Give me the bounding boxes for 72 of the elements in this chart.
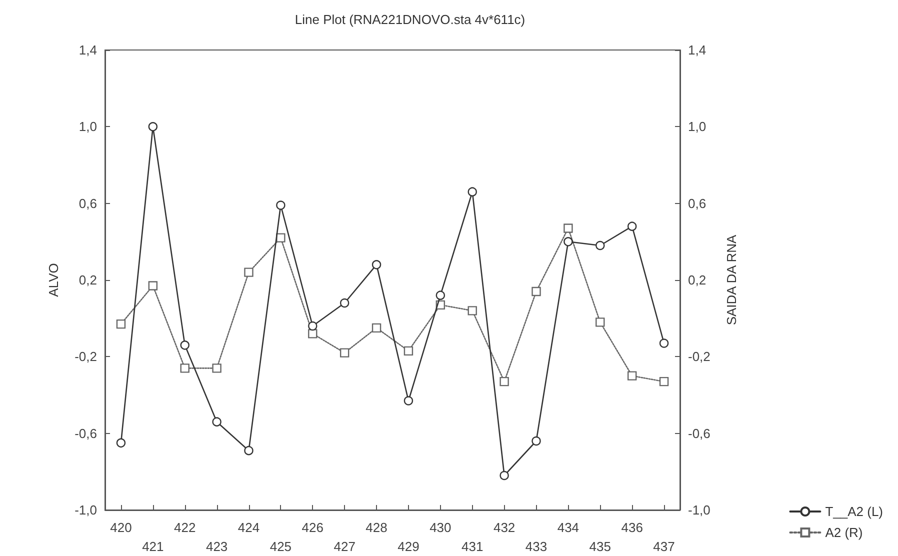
y2-tick-label: -1,0 xyxy=(688,502,710,518)
x-tick-label: 424 xyxy=(238,520,260,535)
point xyxy=(532,436,541,446)
point xyxy=(468,187,477,196)
y2-axis-title: SAIDA DA RNA xyxy=(724,234,739,326)
y2-tick-label: 1,4 xyxy=(688,42,706,58)
point xyxy=(244,268,254,277)
x-tick-label: 433 xyxy=(525,539,548,554)
y2-tick-label: 0,2 xyxy=(688,272,706,288)
point xyxy=(276,233,286,242)
point xyxy=(148,122,158,132)
point xyxy=(180,340,190,350)
y-tick-label: -1,0 xyxy=(74,502,97,518)
y-tick-label: 1,0 xyxy=(78,119,97,134)
x-tick-label: 425 xyxy=(270,539,292,554)
point xyxy=(627,222,637,231)
point xyxy=(436,290,446,300)
point xyxy=(564,237,573,246)
point xyxy=(148,281,158,290)
x-tick-label: 430 xyxy=(430,520,452,535)
x-tick-label: 429 xyxy=(398,539,420,554)
x-tick-label: 432 xyxy=(493,520,516,535)
y-tick-label: 1,4 xyxy=(78,42,97,58)
x-tick-label: 423 xyxy=(206,539,228,554)
x-tick-label: 434 xyxy=(557,520,580,535)
point xyxy=(372,260,382,270)
point xyxy=(116,438,126,448)
point xyxy=(659,376,669,386)
legend-label: A2 (R) xyxy=(825,525,863,540)
point xyxy=(372,323,382,333)
y2-tick-label: -0,2 xyxy=(688,349,710,364)
y2-tick-label: 0,6 xyxy=(688,196,706,211)
point xyxy=(244,446,254,456)
legend-label: T__A2 (L) xyxy=(825,504,884,519)
point xyxy=(564,224,573,233)
x-tick-label: 428 xyxy=(366,520,388,535)
point xyxy=(404,346,414,356)
y-tick-label: -0,2 xyxy=(74,349,97,364)
point xyxy=(308,329,318,338)
y2-tick-label: -0,6 xyxy=(688,426,710,441)
point xyxy=(404,396,414,406)
point xyxy=(659,338,669,348)
point xyxy=(596,240,605,250)
point xyxy=(308,321,318,331)
y-tick-label: 0,6 xyxy=(78,196,97,211)
point xyxy=(596,318,605,327)
point xyxy=(532,286,541,296)
point xyxy=(500,376,509,386)
x-tick-label: 436 xyxy=(621,520,643,535)
chart-title: Line Plot (RNA221DNOVO.sta 4v*611c) xyxy=(294,12,526,27)
x-tick-label: 431 xyxy=(462,539,484,554)
point xyxy=(340,298,350,308)
point xyxy=(340,348,350,358)
x-tick-label: 427 xyxy=(334,539,356,554)
point xyxy=(500,470,509,480)
x-tick-label: 435 xyxy=(589,539,611,554)
point xyxy=(468,306,477,316)
point xyxy=(212,364,222,373)
x-tick-label: 437 xyxy=(653,539,675,554)
x-tick-label: 421 xyxy=(142,539,164,554)
x-tick-label: 420 xyxy=(110,520,132,535)
point xyxy=(627,371,637,380)
y-axis-title: ALVO xyxy=(46,263,61,297)
y-tick-label: -0,6 xyxy=(74,426,97,441)
point xyxy=(276,200,286,210)
point xyxy=(180,364,190,373)
x-tick-label: 422 xyxy=(174,520,196,535)
y-tick-label: 0,2 xyxy=(78,272,97,288)
y2-tick-label: 1,0 xyxy=(688,119,706,134)
point xyxy=(116,319,126,329)
x-tick-label: 426 xyxy=(302,520,324,535)
point xyxy=(212,417,222,426)
